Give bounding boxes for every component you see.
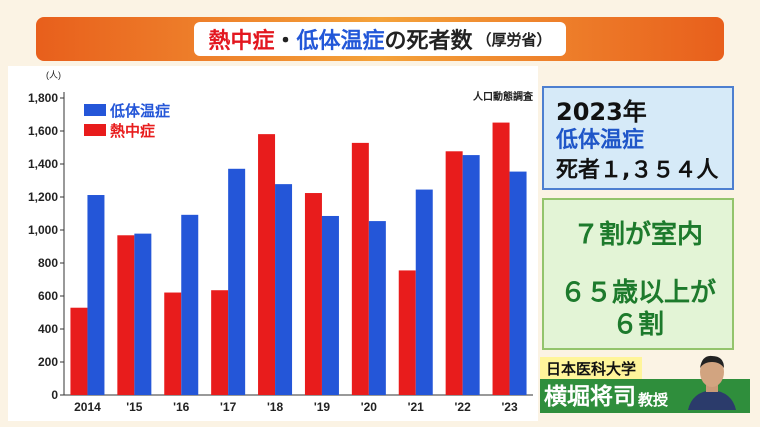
- title-banner: 熱中症 ・ 低体温症 の死者数 （厚労省）: [36, 17, 724, 61]
- legend-label-1: 熱中症: [110, 122, 155, 140]
- chart-panel: (人) 人口動態調査 0 200 400 600 800 1,000 1,200 1,400 1,6…: [8, 66, 538, 421]
- hypothermia-bar-9: [509, 171, 527, 395]
- hypothermia-bar-8: [462, 155, 480, 395]
- heatstroke-bar-4: [258, 134, 276, 395]
- x-tick-label: '18: [267, 400, 284, 414]
- y-tick-label: 400: [38, 322, 58, 336]
- heatstroke-bar-0: [70, 307, 88, 395]
- bar-chart: (人) 人口動態調査 0 200 400 600 800 1,000 1,200 1,400 1,6…: [28, 70, 534, 414]
- title-source: （厚労省）: [476, 30, 552, 49]
- legend-label-0: 低体温症: [109, 102, 170, 120]
- hypothermia-bar-4: [275, 184, 293, 395]
- expert-affiliation: 日本医科大学: [540, 357, 643, 379]
- x-tick-label: '19: [314, 400, 331, 414]
- y-tick-label: 1,400: [28, 157, 58, 171]
- hypothermia-bar-3: [228, 168, 246, 395]
- y-tick-label: 1,600: [28, 124, 58, 138]
- expert-title: 教授: [638, 391, 669, 409]
- y-tick-label: 1,800: [28, 91, 58, 105]
- x-tick-label: '20: [361, 400, 378, 414]
- title-suffix: の死者数: [384, 29, 473, 54]
- expert-name: 横堀将司: [544, 384, 636, 410]
- y-unit-label: (人): [46, 70, 61, 80]
- x-tick-label: '23: [501, 400, 518, 414]
- highlight-label: 低体温症: [556, 128, 645, 153]
- heatstroke-bar-9: [492, 122, 510, 396]
- x-tick-label: '15: [126, 400, 143, 414]
- heatstroke-bar-5: [304, 193, 322, 395]
- y-tick-label: 600: [38, 289, 58, 303]
- y-tick-label: 800: [38, 256, 58, 270]
- heatstroke-bar-1: [117, 235, 135, 395]
- source-note: 人口動態調査: [473, 90, 534, 103]
- heatstroke-bar-3: [211, 290, 229, 395]
- x-tick-label: '17: [220, 400, 237, 414]
- title-hypothermia: 低体温症: [296, 29, 385, 54]
- facts-box: ７割が室内 ６５歳以上が ６割: [542, 198, 734, 350]
- hypothermia-bar-7: [415, 189, 433, 395]
- hypothermia-bar-6: [368, 221, 386, 395]
- heatstroke-bar-7: [398, 270, 416, 395]
- highlight-2023-box: 2023年 低体温症 死者１,３５４人: [542, 86, 734, 190]
- heatstroke-bar-2: [164, 292, 182, 395]
- fact-over65: ６５歳以上が: [559, 278, 716, 308]
- expert-avatar: [688, 355, 736, 410]
- x-tick-label: '22: [455, 400, 472, 414]
- heatstroke-bar-6: [351, 142, 369, 395]
- hypothermia-bar-5: [321, 215, 339, 395]
- x-tick-label: '16: [173, 400, 190, 414]
- legend-swatch-1: [84, 124, 106, 136]
- highlight-year: 2023年: [556, 98, 647, 126]
- title-box: 熱中症 ・ 低体温症 の死者数 （厚労省）: [194, 22, 566, 56]
- y-tick-label: 1,000: [28, 223, 58, 237]
- highlight-deaths: 死者１,３５４人: [556, 158, 719, 183]
- hypothermia-bar-2: [181, 214, 199, 395]
- y-tick-label: 0: [51, 388, 58, 402]
- hypothermia-bar-1: [134, 233, 152, 395]
- x-tick-label: 2014: [74, 400, 101, 414]
- y-tick-label: 200: [38, 355, 58, 369]
- x-tick-label: '21: [408, 400, 425, 414]
- legend-swatch-0: [84, 104, 106, 116]
- heatstroke-bar-8: [445, 151, 463, 395]
- title-separator: ・: [274, 29, 297, 54]
- y-tick-label: 1,200: [28, 190, 58, 204]
- fact-indoor: ７割が室内: [572, 220, 703, 250]
- title-heatstroke: 熱中症: [208, 29, 275, 54]
- fact-sixty-percent: ６割: [611, 310, 664, 340]
- hypothermia-bar-0: [87, 195, 105, 395]
